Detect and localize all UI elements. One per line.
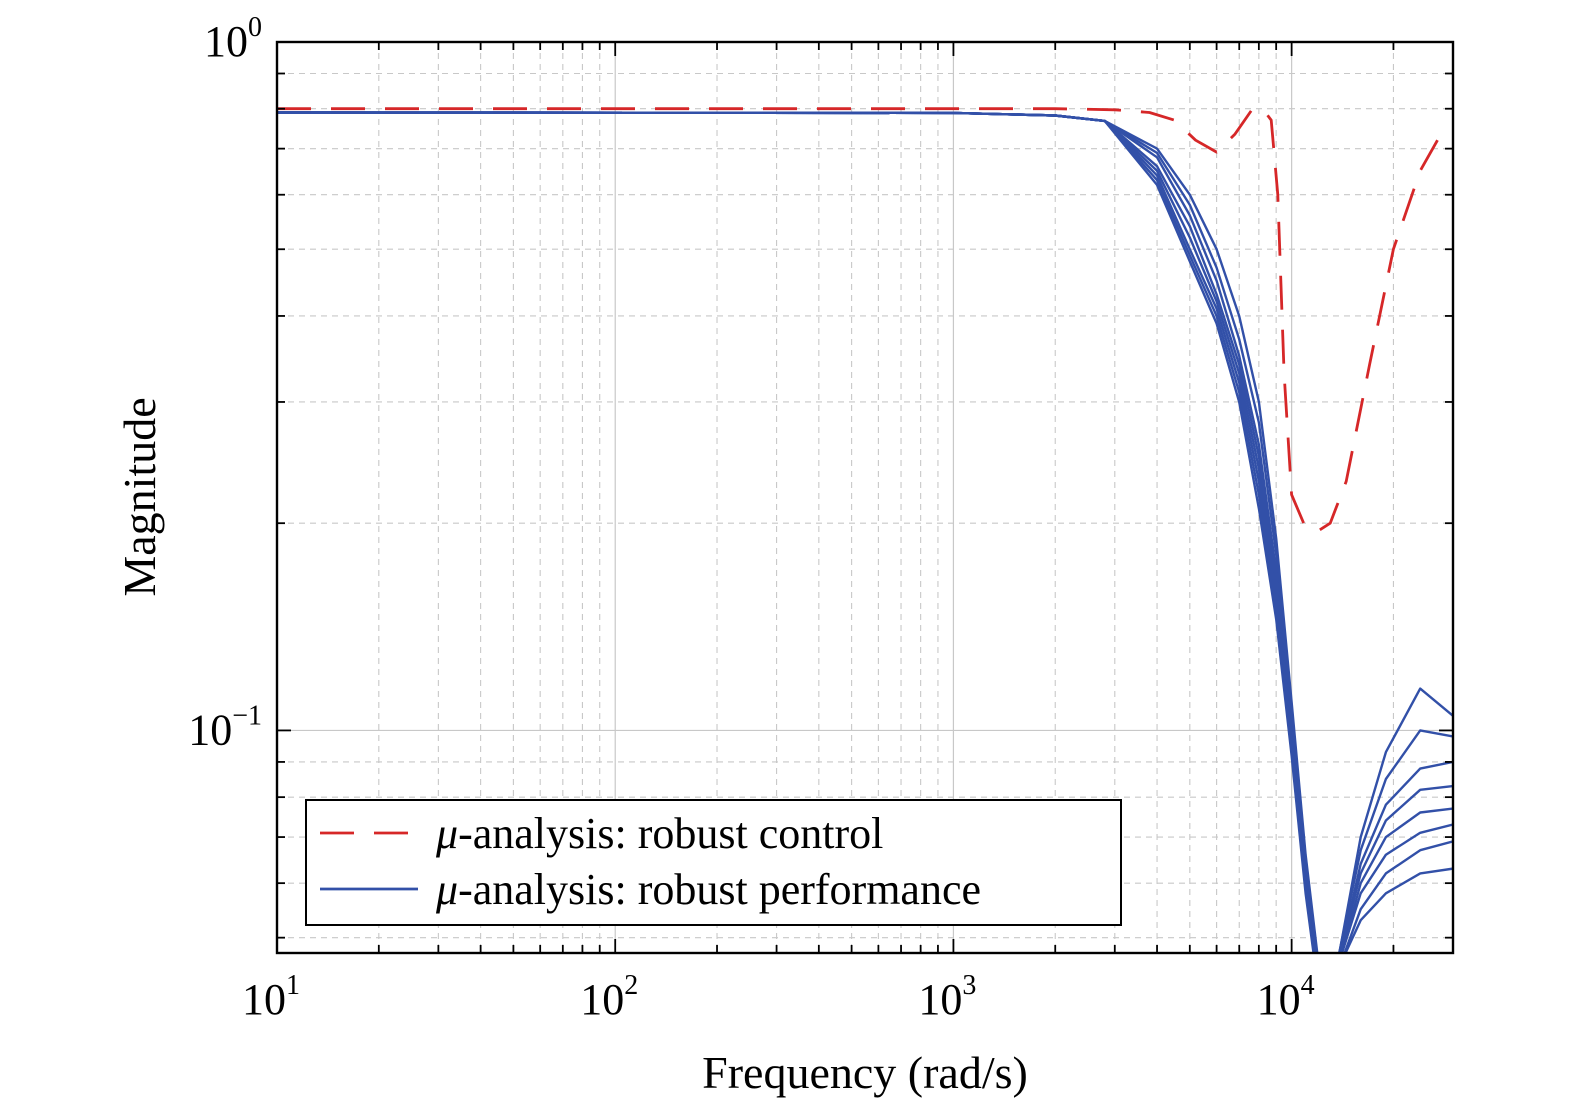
y-tick-label-exponent: −1: [232, 700, 262, 731]
series-group: [277, 107, 1453, 953]
x-tick-label-base: 10: [242, 975, 286, 1024]
x-tick-label: 103: [918, 970, 976, 1024]
legend-symbol-robust-performance: μ: [435, 865, 458, 914]
x-tick-label-exponent: 3: [962, 970, 976, 1001]
x-tick-label: 104: [1257, 970, 1315, 1024]
y-tick-label-exponent: 0: [248, 12, 262, 43]
legend-text-robust-performance: -analysis: robust performance: [458, 865, 981, 914]
ticks: [276, 41, 1454, 953]
x-tick-label: 101: [242, 970, 300, 1024]
y-axis-label: Magnitude: [114, 397, 165, 596]
legend: μ-analysis: robust control μ-analysis: r…: [305, 799, 1122, 926]
x-tick-label-base: 10: [918, 975, 962, 1024]
x-tick-label-exponent: 2: [624, 970, 638, 1001]
y-tick-label-base: 10: [204, 17, 248, 66]
x-tick-label-exponent: 4: [1301, 970, 1315, 1001]
robust-control-line: [277, 107, 1439, 533]
legend-symbol-robust-control: μ: [435, 809, 458, 858]
y-tick-label: 100: [204, 12, 262, 66]
y-tick-label: 10−1: [188, 700, 262, 754]
x-axis-label: Frequency (rad/s): [702, 1047, 1028, 1098]
legend-text-robust-control: -analysis: robust control: [458, 809, 883, 858]
x-tick-label-exponent: 1: [286, 970, 300, 1001]
legend-box: [305, 799, 1122, 926]
x-tick-label-base: 10: [580, 975, 624, 1024]
x-tick-label: 102: [580, 970, 638, 1024]
robust-performance-line: [277, 111, 1453, 953]
y-tick-label-base: 10: [188, 705, 232, 754]
x-tick-labels: 101 102 103 104: [242, 970, 1315, 1024]
plot-frame: [275, 40, 1455, 955]
x-tick-label-base: 10: [1257, 975, 1301, 1024]
legend-label-robust-control: μ-analysis: robust control: [435, 809, 883, 858]
legend-label-robust-performance: μ-analysis: robust performance: [435, 865, 981, 914]
